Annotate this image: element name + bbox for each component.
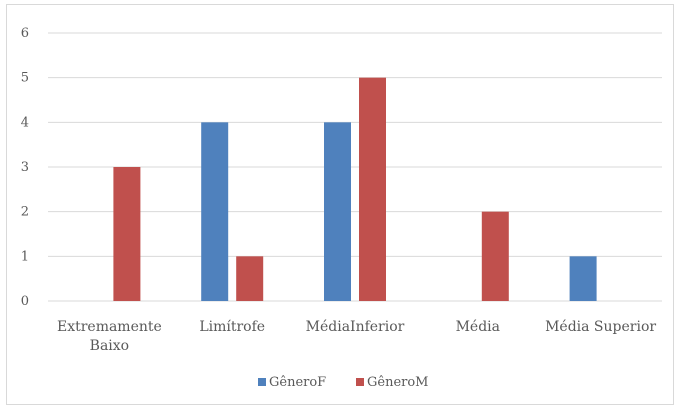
legend-swatch — [258, 378, 266, 386]
category-label: Limítrofe — [199, 319, 265, 335]
legend-label: GêneroM — [367, 375, 429, 390]
y-tick-label: 3 — [21, 160, 29, 175]
category-label: Extremamente Baixo — [57, 319, 162, 354]
y-tick-label: 0 — [21, 294, 29, 309]
bar-gênerom-3 — [481, 211, 509, 301]
y-tick-label: 5 — [21, 71, 29, 86]
y-tick-label: 2 — [21, 205, 29, 220]
bar-gênerof-1 — [201, 122, 229, 301]
y-axis-ticks: 0 1 2 3 4 5 6 — [21, 26, 29, 309]
bar-gênerom-1 — [236, 256, 264, 301]
bars — [113, 77, 597, 302]
x-axis-labels: Extremamente Baixo Limítrofe MédiaInferior M… — [57, 319, 656, 354]
bar-gênerof-4 — [569, 256, 597, 301]
bar-gênerom-0 — [113, 167, 141, 301]
category-label: Média — [456, 319, 500, 335]
y-tick-label: 4 — [21, 115, 29, 130]
gridlines — [48, 32, 662, 302]
legend-swatch — [356, 378, 364, 386]
category-label: MédiaInferior — [306, 319, 405, 335]
bar-gênerof-2 — [324, 122, 351, 301]
y-tick-label: 6 — [21, 26, 29, 41]
legend: GêneroF GêneroM — [258, 375, 429, 390]
category-label: Média Superior — [545, 319, 656, 335]
legend-label: GêneroF — [269, 375, 326, 390]
bar-gênerom-2 — [359, 77, 386, 302]
y-tick-label: 1 — [21, 249, 29, 264]
